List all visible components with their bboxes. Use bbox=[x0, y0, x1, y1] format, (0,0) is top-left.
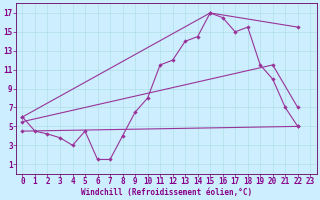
X-axis label: Windchill (Refroidissement éolien,°C): Windchill (Refroidissement éolien,°C) bbox=[81, 188, 252, 197]
